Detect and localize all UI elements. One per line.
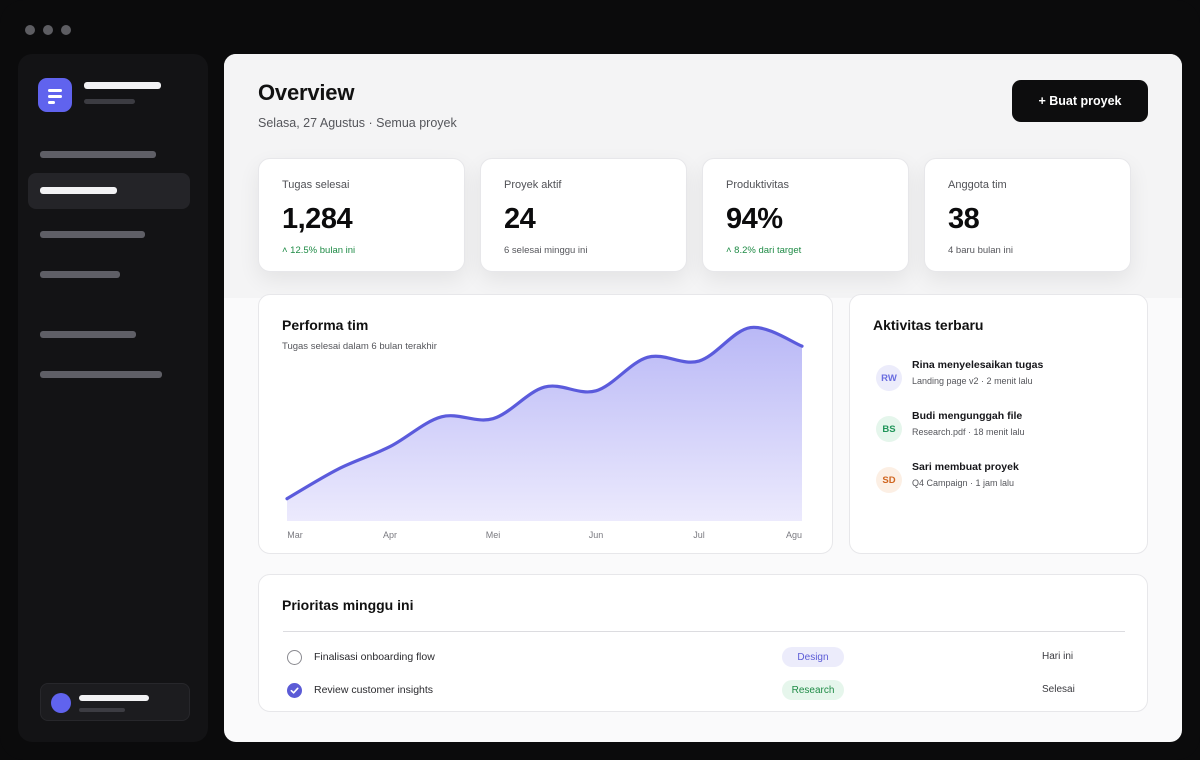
avatar: RW: [876, 365, 902, 391]
avatar: [51, 693, 71, 713]
stat-note: ˄ 8.2% dari target: [726, 245, 802, 256]
sidebar-item-6[interactable]: [40, 371, 162, 378]
x-tick-label: Jul: [693, 530, 705, 540]
activity-item-title: Rina menyelesaikan tugas: [912, 359, 1044, 371]
performance-card: Performa tim Tugas selesai dalam 6 bulan…: [258, 294, 833, 554]
x-tick-label: Jun: [589, 530, 604, 540]
user-name-placeholder: [79, 695, 149, 701]
activity-item[interactable]: RW Rina menyelesaikan tugas Landing page…: [874, 359, 1134, 395]
x-tick-label: Mar: [287, 530, 303, 540]
sidebar-item-active-label: [40, 187, 117, 194]
stat-value: 24: [504, 203, 536, 235]
x-tick-label: Mei: [486, 530, 501, 540]
performance-title: Performa tim: [282, 317, 369, 333]
window-close-button[interactable]: [25, 25, 35, 35]
user-role-placeholder: [79, 708, 125, 712]
activity-item-meta: Q4 Campaign · 1 jam lalu: [912, 478, 1015, 488]
task-checkbox[interactable]: [287, 683, 302, 698]
x-tick-label: Agu: [786, 530, 802, 540]
page-title: Overview: [258, 80, 355, 105]
stat-card-productivity: Produktivitas 94% ˄ 8.2% dari target: [702, 158, 909, 272]
stat-value: 1,284: [282, 203, 353, 235]
priorities-title: Prioritas minggu ini: [282, 597, 414, 613]
activity-item[interactable]: BS Budi mengunggah file Research.pdf · 1…: [874, 410, 1134, 446]
activity-card: Aktivitas terbaru RW Rina menyelesaikan …: [849, 294, 1148, 554]
activity-item-meta: Landing page v2 · 2 menit lalu: [912, 376, 1033, 386]
divider: [283, 631, 1125, 632]
workspace-plan-placeholder: [84, 99, 135, 104]
task-tag: Design: [782, 647, 844, 667]
task-checkbox[interactable]: [287, 650, 302, 665]
performance-subtitle: Tugas selesai dalam 6 bulan terakhir: [282, 341, 437, 352]
x-tick-label: Apr: [383, 530, 397, 540]
create-project-button[interactable]: + Buat proyek: [1012, 80, 1148, 122]
stat-note: ˄ 12.5% bulan ini: [282, 245, 356, 256]
page-subtitle: Selasa, 27 Agustus · Semua proyek: [258, 116, 457, 130]
stat-value: 94%: [726, 203, 783, 235]
stat-label: Anggota tim: [948, 179, 1007, 191]
task-label: Review customer insights: [314, 684, 434, 696]
avatar: BS: [876, 416, 902, 442]
avatar: SD: [876, 467, 902, 493]
main-content: Overview Selasa, 27 Agustus · Semua proy…: [224, 54, 1182, 742]
table-row[interactable]: Finalisasi onboarding flow Design Hari i…: [283, 645, 1125, 669]
sidebar: [18, 54, 208, 742]
checkmark-icon: [290, 687, 299, 694]
user-profile-card[interactable]: [40, 683, 190, 721]
stat-card-members: Anggota tim 38 4 baru bulan ini: [924, 158, 1131, 272]
priorities-card: Prioritas minggu ini Finalisasi onboardi…: [258, 574, 1148, 712]
logo-icon: [48, 89, 62, 104]
activity-item-title: Budi mengunggah file: [912, 410, 1023, 422]
window-minimize-button[interactable]: [43, 25, 53, 35]
activity-item-title: Sari membuat proyek: [912, 461, 1019, 473]
stat-card-projects: Proyek aktif 24 6 selesai minggu ini: [480, 158, 687, 272]
window-maximize-button[interactable]: [61, 25, 71, 35]
stat-note: 4 baru bulan ini: [948, 245, 1013, 256]
stat-note: 6 selesai minggu ini: [504, 245, 588, 256]
sidebar-item-4[interactable]: [40, 271, 120, 278]
performance-chart: Mar Apr Mei Jun Jul Agu: [285, 325, 804, 540]
chart-area-fill: [287, 327, 802, 521]
sidebar-item-5[interactable]: [40, 331, 136, 338]
activity-title: Aktivitas terbaru: [873, 317, 984, 333]
workspace-name-placeholder: [84, 82, 161, 89]
stat-label: Produktivitas: [726, 179, 789, 191]
logo: [38, 78, 72, 112]
sidebar-item-1[interactable]: [40, 151, 156, 158]
task-label: Finalisasi onboarding flow: [314, 651, 435, 663]
stat-label: Proyek aktif: [504, 179, 562, 191]
table-row[interactable]: Review customer insights Research Selesa…: [283, 678, 1125, 702]
stat-card-tasks: Tugas selesai 1,284 ˄ 12.5% bulan ini: [258, 158, 465, 272]
activity-item-meta: Research.pdf · 18 menit lalu: [912, 427, 1025, 437]
sidebar-item-3[interactable]: [40, 231, 145, 238]
task-due: Selesai: [1042, 684, 1075, 695]
activity-item[interactable]: SD Sari membuat proyek Q4 Campaign · 1 j…: [874, 461, 1134, 497]
stat-label: Tugas selesai: [282, 179, 350, 191]
chart-series-line: [285, 325, 804, 501]
stat-value: 38: [948, 203, 980, 235]
window-controls: [25, 25, 71, 35]
task-tag: Research: [782, 680, 844, 700]
task-due: Hari ini: [1042, 651, 1074, 662]
